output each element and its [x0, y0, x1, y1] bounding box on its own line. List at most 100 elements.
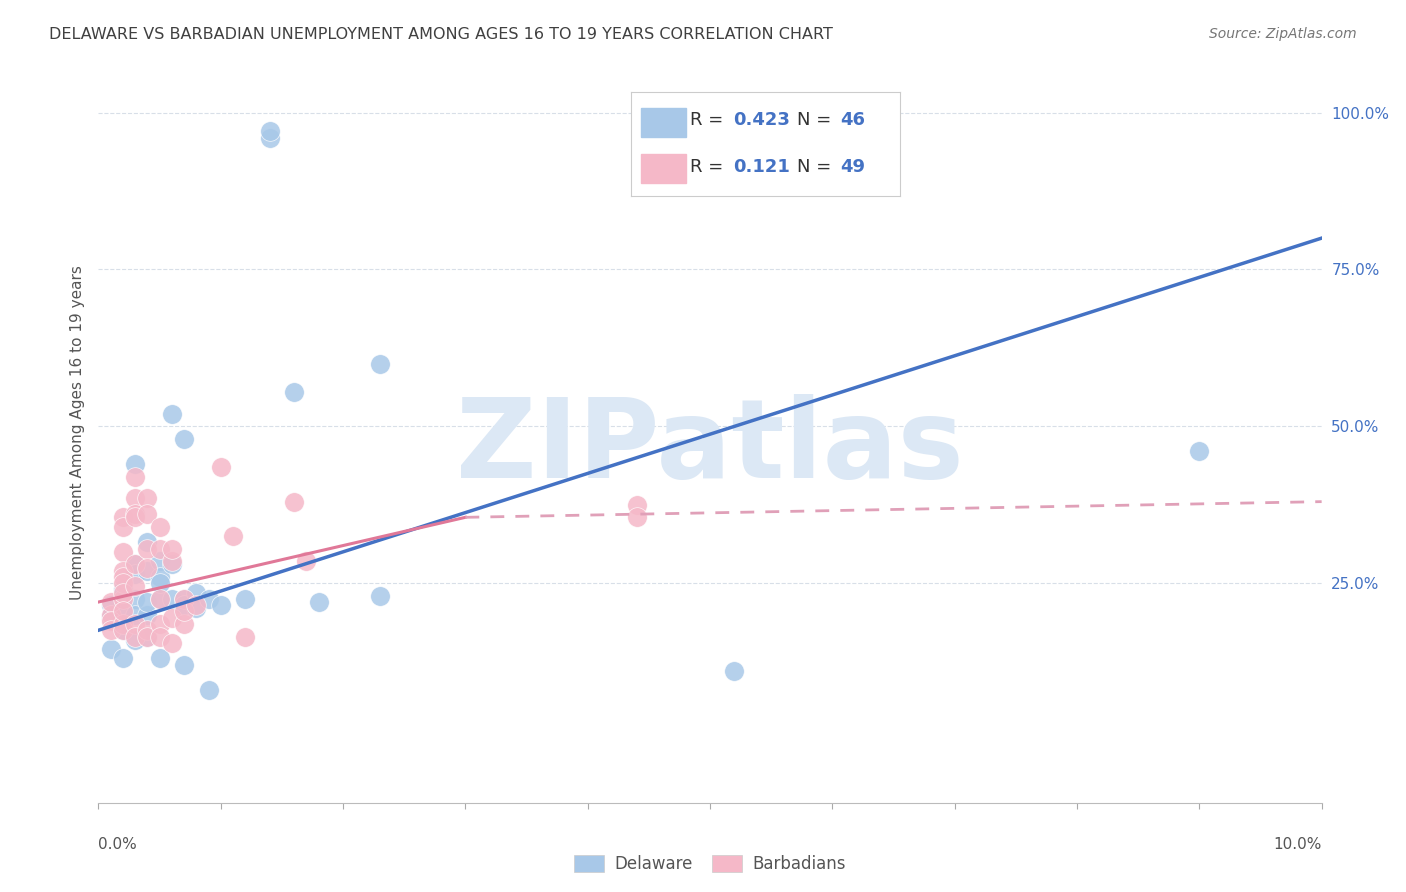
Point	[233, 591, 256, 606]
Point	[136, 624, 159, 638]
Point	[136, 541, 159, 556]
Point	[222, 529, 245, 543]
Point	[160, 407, 183, 421]
Point	[186, 585, 208, 599]
Point	[173, 657, 195, 672]
Point	[124, 469, 146, 483]
Point	[124, 607, 146, 622]
Point	[136, 630, 159, 644]
Point	[111, 564, 134, 578]
Point	[149, 591, 172, 606]
Text: 0.0%: 0.0%	[98, 838, 138, 853]
Point	[111, 510, 134, 524]
Point	[136, 507, 159, 521]
Point	[149, 617, 172, 632]
Point	[111, 582, 134, 597]
Point	[124, 617, 146, 632]
Point	[283, 384, 305, 399]
Point	[136, 595, 159, 609]
Point	[136, 630, 159, 644]
Point	[160, 591, 183, 606]
Point	[173, 598, 195, 612]
Point	[626, 498, 648, 512]
Point	[173, 617, 195, 632]
Point	[124, 566, 146, 581]
Point	[100, 642, 122, 657]
Point	[111, 585, 134, 599]
Point	[149, 591, 172, 606]
Point	[173, 604, 195, 618]
Point	[308, 595, 330, 609]
Point	[197, 591, 219, 606]
Point	[111, 520, 134, 534]
Point	[111, 591, 134, 606]
Point	[100, 607, 122, 622]
Point	[368, 589, 391, 603]
Point	[136, 564, 159, 578]
Point	[259, 130, 281, 145]
Point	[124, 630, 146, 644]
Point	[149, 570, 172, 584]
Point	[124, 591, 146, 606]
Legend: Delaware, Barbadians: Delaware, Barbadians	[568, 848, 852, 880]
Point	[283, 494, 305, 508]
Point	[111, 617, 134, 632]
Point	[111, 604, 134, 618]
Point	[124, 507, 146, 521]
Point	[100, 595, 122, 609]
Point	[173, 432, 195, 446]
Point	[186, 601, 208, 615]
Point	[111, 601, 134, 615]
Point	[111, 576, 134, 591]
Point	[626, 510, 648, 524]
Point	[149, 554, 172, 568]
Text: Source: ZipAtlas.com: Source: ZipAtlas.com	[1209, 27, 1357, 41]
Y-axis label: Unemployment Among Ages 16 to 19 years: Unemployment Among Ages 16 to 19 years	[69, 265, 84, 600]
Point	[111, 651, 134, 665]
Point	[111, 617, 134, 632]
Point	[136, 607, 159, 622]
Point	[1188, 444, 1211, 458]
Point	[136, 560, 159, 574]
Point	[124, 558, 146, 572]
Point	[295, 554, 318, 568]
Point	[100, 611, 122, 625]
Text: DELAWARE VS BARBADIAN UNEMPLOYMENT AMONG AGES 16 TO 19 YEARS CORRELATION CHART: DELAWARE VS BARBADIAN UNEMPLOYMENT AMONG…	[49, 27, 834, 42]
Point	[160, 541, 183, 556]
Point	[186, 598, 208, 612]
Point	[197, 682, 219, 697]
Point	[368, 357, 391, 371]
Point	[723, 664, 745, 678]
Point	[124, 491, 146, 506]
Point	[111, 624, 134, 638]
Point	[100, 598, 122, 612]
Text: 10.0%: 10.0%	[1274, 838, 1322, 853]
Point	[233, 630, 256, 644]
Point	[149, 630, 172, 644]
Point	[136, 535, 159, 549]
Point	[209, 460, 232, 475]
Point	[160, 636, 183, 650]
Point	[136, 491, 159, 506]
Point	[111, 570, 134, 584]
Point	[111, 624, 134, 638]
Point	[124, 510, 146, 524]
Point	[149, 651, 172, 665]
Point	[111, 545, 134, 559]
Point	[209, 598, 232, 612]
Point	[149, 520, 172, 534]
Point	[173, 591, 195, 606]
Point	[100, 607, 122, 622]
Point	[259, 124, 281, 138]
Point	[149, 541, 172, 556]
Point	[124, 579, 146, 593]
Point	[160, 558, 183, 572]
Point	[149, 576, 172, 591]
Point	[124, 632, 146, 647]
Point	[124, 558, 146, 572]
Point	[173, 591, 195, 606]
Point	[124, 457, 146, 471]
Point	[160, 554, 183, 568]
Text: ZIPatlas: ZIPatlas	[456, 394, 965, 501]
Point	[100, 624, 122, 638]
